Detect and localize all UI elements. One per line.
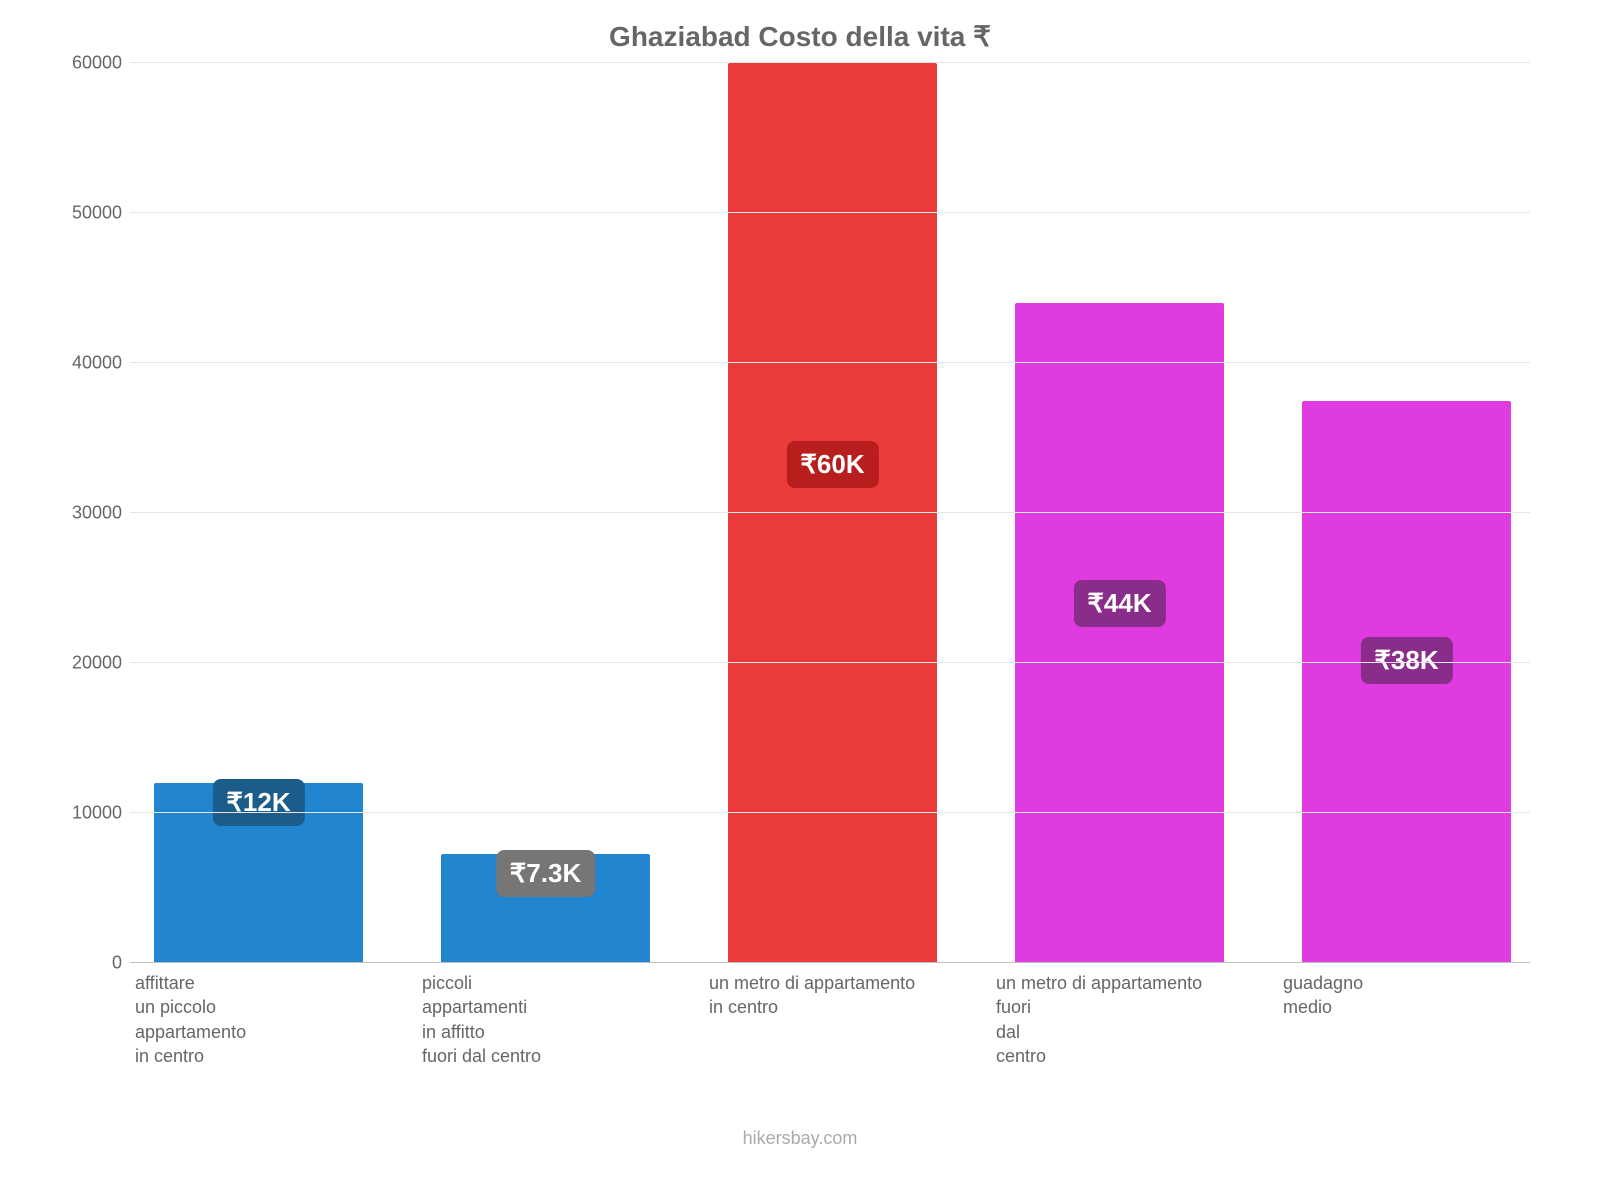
bar-slot: ₹44K [996, 63, 1243, 963]
bar-value-label: ₹12K [212, 779, 304, 826]
x-tick-label: un metro di appartamentofuoridalcentro [996, 971, 1243, 1068]
gridline [130, 812, 1530, 813]
attribution: hikersbay.com [50, 1128, 1550, 1149]
gridline [130, 512, 1530, 513]
y-tick-label: 50000 [72, 203, 122, 224]
bar: ₹38K [1302, 401, 1512, 964]
plot-area: 0100002000030000400005000060000 ₹12K₹7.3… [50, 63, 1550, 963]
chart-title: Ghaziabad Costo della vita ₹ [50, 20, 1550, 53]
y-tick-label: 60000 [72, 53, 122, 74]
y-tick-label: 20000 [72, 653, 122, 674]
y-tick-label: 10000 [72, 803, 122, 824]
gridline [130, 662, 1530, 663]
bar-value-label: ₹60K [786, 441, 878, 488]
bar-value-label: ₹44K [1073, 580, 1165, 627]
y-tick-label: 40000 [72, 353, 122, 374]
bar-slot: ₹7.3K [422, 63, 669, 963]
bar-slot: ₹60K [709, 63, 956, 963]
y-tick-label: 30000 [72, 503, 122, 524]
y-axis: 0100002000030000400005000060000 [50, 63, 130, 963]
bar-value-label: ₹38K [1360, 637, 1452, 684]
x-tick-label: affittareun piccoloappartamentoin centro [135, 971, 382, 1068]
x-axis: affittareun piccoloappartamentoin centro… [130, 963, 1550, 1068]
x-axis-line [130, 962, 1530, 963]
gridline [130, 362, 1530, 363]
bar-slot: ₹38K [1283, 63, 1530, 963]
bar: ₹7.3K [441, 854, 651, 964]
cost-of-living-chart: Ghaziabad Costo della vita ₹ 0 10000 20000… [50, 20, 1550, 1149]
x-tick-label: piccoliappartamentiin affittofuori dal c… [422, 971, 669, 1068]
gridline [130, 212, 1530, 213]
bar: ₹12K [154, 783, 364, 963]
x-tick-label: guadagnomedio [1283, 971, 1530, 1068]
bars-container: ₹12K ₹7.3K ₹60K ₹44K ₹38K [130, 63, 1550, 963]
bar-value-label: ₹7.3K [496, 850, 595, 897]
bar: ₹44K [1015, 303, 1225, 963]
bar-slot: ₹12K [135, 63, 382, 963]
x-tick-label: un metro di appartamentoin centro [709, 971, 956, 1068]
y-tick-label: 0 [112, 953, 122, 974]
bar: ₹60K [728, 63, 938, 963]
gridline [130, 62, 1530, 63]
